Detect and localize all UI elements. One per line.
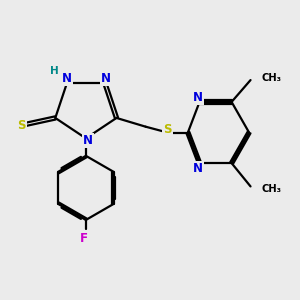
Text: S: S (17, 119, 26, 132)
Text: N: N (193, 162, 203, 175)
Text: N: N (193, 91, 203, 104)
Text: F: F (80, 232, 88, 244)
Text: N: N (101, 72, 111, 85)
Text: S: S (163, 122, 172, 136)
Text: H: H (50, 66, 59, 76)
Text: N: N (62, 72, 72, 85)
Text: CH₃: CH₃ (262, 184, 282, 194)
Text: N: N (83, 134, 93, 147)
Text: CH₃: CH₃ (262, 73, 282, 83)
